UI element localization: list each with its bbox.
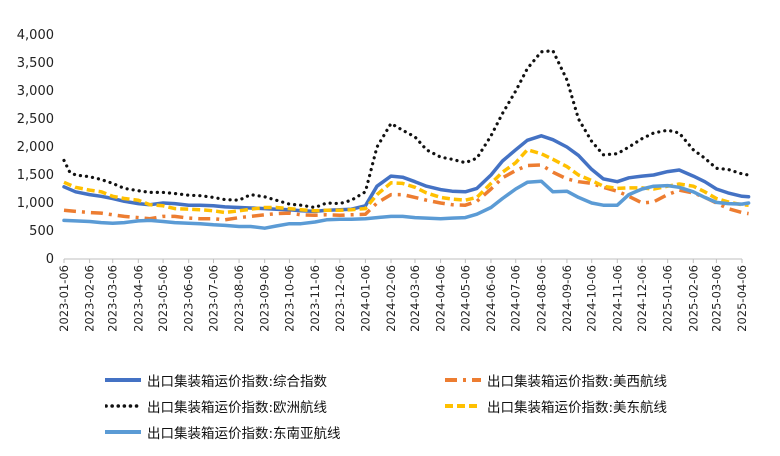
x-tick-label: 2025-04-06 [735, 265, 749, 332]
legend-label-europe: 出口集装箱运价指数:欧洲航线 [147, 400, 328, 416]
series-line-3 [63, 148, 749, 215]
y-tick-label: 500 [29, 224, 54, 239]
x-tick-label: 2023-04-06 [131, 265, 145, 332]
x-tick-label: 2023-11-06 [308, 265, 322, 332]
legend-label-southeast-asia: 出口集装箱运价指数:东南亚航线 [147, 426, 341, 442]
legend-swatch-us-east [445, 404, 481, 408]
x-tick-label: 2023-05-06 [156, 265, 170, 332]
x-tick-label: 2024-10-06 [585, 265, 599, 332]
x-tick-label: 2023-01-06 [57, 265, 71, 332]
y-axis: 0 500 1,000 1,500 2,000 2,500 3,000 3,500 4,000 [17, 28, 54, 267]
x-tick-label: 2024-04-06 [434, 265, 448, 332]
x-tick-label: 2023-12-06 [333, 265, 347, 332]
legend-swatch-southeast-asia [105, 430, 141, 434]
y-tick-label: 3,500 [17, 56, 54, 71]
x-tick-label: 2024-07-06 [509, 265, 523, 332]
y-tick-label: 0 [46, 252, 54, 267]
y-tick-label: 2,500 [17, 112, 54, 127]
x-tick-label: 2024-12-06 [635, 265, 649, 332]
x-tick-label: 2024-08-06 [534, 265, 548, 332]
x-axis: 2023-01-06 2023-02-06 2023-03-06 2023-04-06… [57, 258, 749, 332]
line-chart: 05001,0001,5002,0002,5003,0003,5004,000 … [17, 28, 751, 332]
y-tick-label: 2,000 [17, 140, 54, 155]
legend-item-southeast-asia: 出口集装箱运价指数:东南亚航线 [105, 420, 341, 444]
series-line-4 [62, 179, 751, 230]
x-tick-label: 2025-01-06 [661, 265, 675, 332]
legend-label-composite: 出口集装箱运价指数:综合指数 [147, 374, 328, 390]
legend-item-us-west: 出口集装箱运价指数:美西航线 [445, 368, 667, 392]
series-line-1 [63, 163, 749, 222]
x-tick-label: 2023-08-06 [232, 265, 246, 332]
x-tick-label: 2025-02-06 [686, 265, 700, 332]
x-tick-label: 2023-06-06 [182, 265, 196, 332]
legend-swatch-europe [105, 404, 141, 408]
y-tick-label: 1,500 [17, 168, 54, 183]
series-lines [62, 49, 751, 230]
x-tick-label: 2024-05-06 [458, 265, 472, 332]
legend-item-composite: 出口集装箱运价指数:综合指数 [105, 368, 327, 392]
x-tick-label: 2023-07-06 [206, 265, 220, 332]
x-tick-label: 2024-02-06 [384, 265, 398, 332]
legend-item-us-east: 出口集装箱运价指数:美东航线 [445, 394, 667, 418]
legend-swatch-composite [105, 378, 141, 382]
x-tick-label: 2024-01-06 [358, 265, 372, 332]
x-tick-label: 2024-11-06 [610, 265, 624, 332]
y-tick-label: 1,000 [17, 196, 54, 211]
x-tick-label: 2023-10-06 [282, 265, 296, 332]
legend-label-us-east: 出口集装箱运价指数:美东航线 [487, 400, 668, 416]
x-tick-label: 2024-03-06 [408, 265, 422, 332]
x-tick-label: 2024-06-06 [484, 265, 498, 332]
x-tick-label: 2025-03-06 [709, 265, 723, 332]
series-line-0 [62, 134, 751, 214]
x-tick-label: 2023-03-06 [106, 265, 120, 332]
y-tick-label: 4,000 [17, 28, 54, 43]
legend-item-europe: 出口集装箱运价指数:欧洲航线 [105, 394, 327, 418]
y-tick-label: 3,000 [17, 84, 54, 99]
x-tick-label: 2023-02-06 [83, 265, 97, 332]
legend-label-us-west: 出口集装箱运价指数:美西航线 [487, 374, 668, 390]
x-tick-label: 2024-09-06 [560, 265, 574, 332]
series-line-2 [62, 49, 751, 210]
legend-swatch-us-west [445, 378, 481, 382]
x-tick-label: 2023-09-06 [258, 265, 272, 332]
